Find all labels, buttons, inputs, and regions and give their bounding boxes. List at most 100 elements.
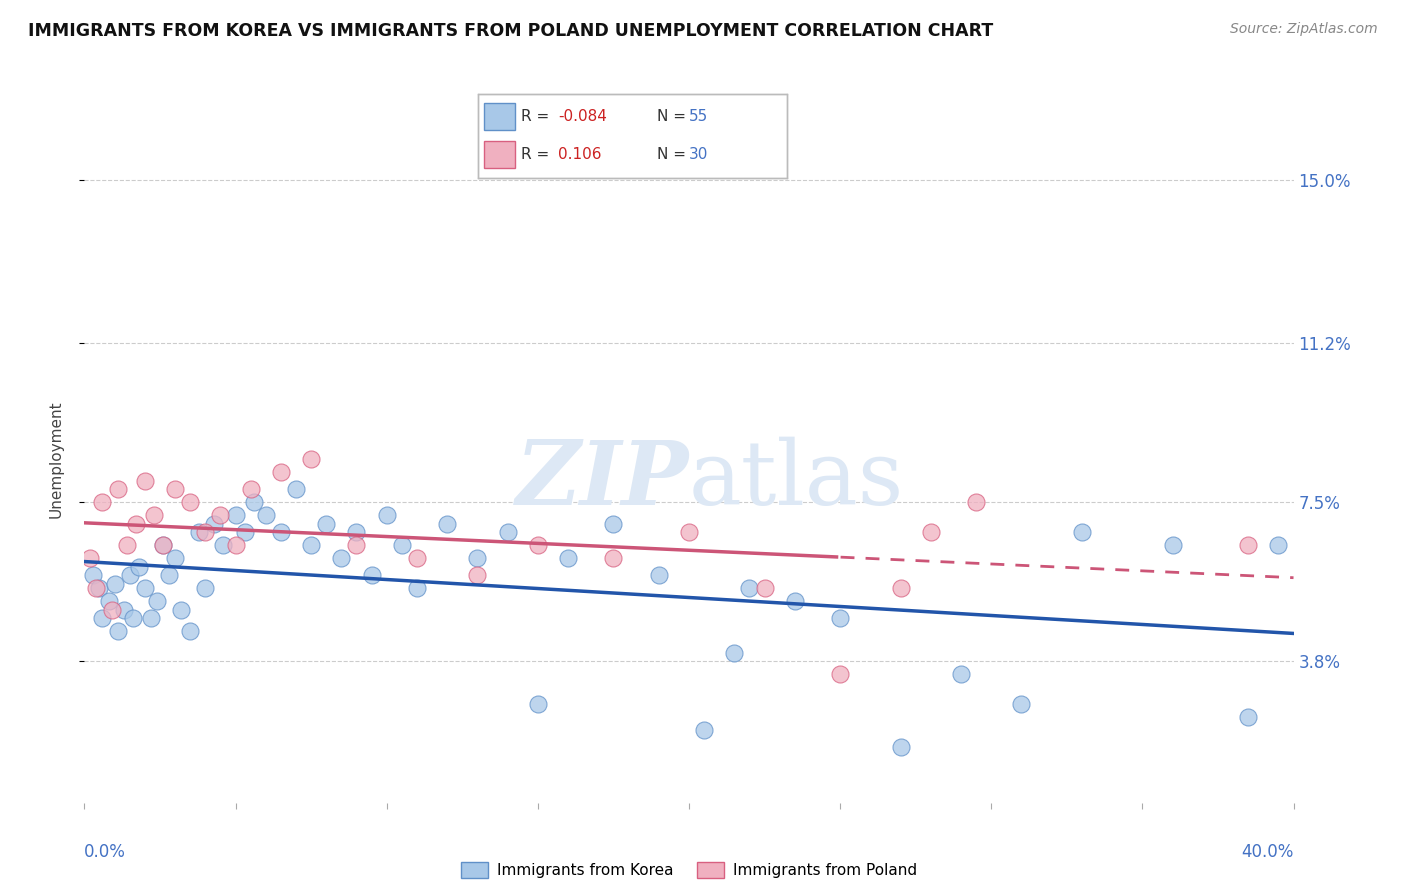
Text: atlas: atlas: [689, 436, 904, 524]
Y-axis label: Unemployment: Unemployment: [49, 401, 63, 518]
Point: [179, 624, 201, 639]
Point: [152, 538, 174, 552]
Point: [346, 525, 368, 540]
Point: [194, 525, 217, 540]
Point: [225, 538, 247, 552]
Text: R =: R =: [522, 109, 554, 124]
Point: [270, 525, 292, 540]
Text: -0.084: -0.084: [558, 109, 607, 124]
Point: [299, 538, 322, 552]
Text: N =: N =: [658, 109, 692, 124]
Point: [225, 508, 247, 523]
Point: [890, 739, 912, 754]
Bar: [484, 141, 515, 169]
Text: 0.0%: 0.0%: [84, 843, 127, 861]
Point: [375, 508, 398, 523]
Point: [82, 568, 104, 582]
Text: 30: 30: [689, 147, 707, 162]
Point: [242, 495, 264, 509]
Text: N =: N =: [658, 147, 692, 162]
Point: [170, 602, 193, 616]
Point: [146, 594, 169, 608]
Point: [360, 568, 382, 582]
Point: [738, 581, 761, 595]
Point: [139, 611, 162, 625]
Point: [965, 495, 987, 509]
Point: [107, 483, 129, 497]
Point: [194, 581, 217, 595]
Point: [128, 559, 150, 574]
Point: [648, 568, 671, 582]
Text: 55: 55: [689, 109, 707, 124]
Point: [406, 581, 429, 595]
Point: [406, 551, 429, 566]
Point: [100, 602, 122, 616]
Point: [188, 525, 211, 540]
Point: [754, 581, 776, 595]
Point: [496, 525, 519, 540]
Point: [112, 602, 135, 616]
Point: [285, 483, 308, 497]
Point: [920, 525, 942, 540]
Point: [91, 495, 114, 509]
Point: [165, 551, 187, 566]
Point: [165, 483, 187, 497]
Legend: Immigrants from Korea, Immigrants from Poland: Immigrants from Korea, Immigrants from P…: [454, 856, 924, 885]
Point: [270, 465, 292, 479]
Point: [346, 538, 368, 552]
Text: ZIP: ZIP: [516, 437, 689, 524]
Point: [467, 551, 489, 566]
Point: [157, 568, 180, 582]
Point: [254, 508, 277, 523]
Point: [89, 581, 111, 595]
Point: [678, 525, 700, 540]
Point: [602, 551, 624, 566]
Point: [1267, 538, 1289, 552]
Point: [830, 667, 852, 681]
Point: [783, 594, 806, 608]
Point: [436, 516, 458, 531]
Point: [152, 538, 174, 552]
Point: [315, 516, 337, 531]
Point: [527, 538, 550, 552]
Point: [91, 611, 114, 625]
Point: [134, 474, 156, 488]
Point: [693, 723, 716, 737]
Point: [202, 516, 225, 531]
Point: [97, 594, 120, 608]
Text: Source: ZipAtlas.com: Source: ZipAtlas.com: [1230, 22, 1378, 37]
Point: [121, 611, 143, 625]
Point: [830, 611, 852, 625]
Point: [179, 495, 201, 509]
Point: [118, 568, 141, 582]
Text: 0.106: 0.106: [558, 147, 602, 162]
Point: [1237, 538, 1260, 552]
Point: [107, 624, 129, 639]
Point: [86, 581, 108, 595]
Point: [1071, 525, 1094, 540]
Point: [299, 452, 322, 467]
Point: [239, 483, 262, 497]
Bar: [484, 103, 515, 130]
Point: [391, 538, 413, 552]
Point: [125, 516, 148, 531]
Text: 40.0%: 40.0%: [1241, 843, 1294, 861]
Point: [602, 516, 624, 531]
Point: [233, 525, 256, 540]
Point: [142, 508, 165, 523]
Point: [115, 538, 138, 552]
Point: [723, 646, 745, 660]
Point: [212, 538, 235, 552]
Point: [79, 551, 101, 566]
Point: [1161, 538, 1184, 552]
Point: [134, 581, 156, 595]
Point: [890, 581, 912, 595]
Point: [557, 551, 579, 566]
Point: [209, 508, 232, 523]
Point: [950, 667, 973, 681]
Point: [104, 577, 127, 591]
Point: [467, 568, 489, 582]
Text: R =: R =: [522, 147, 560, 162]
Point: [330, 551, 353, 566]
Point: [1011, 697, 1033, 711]
